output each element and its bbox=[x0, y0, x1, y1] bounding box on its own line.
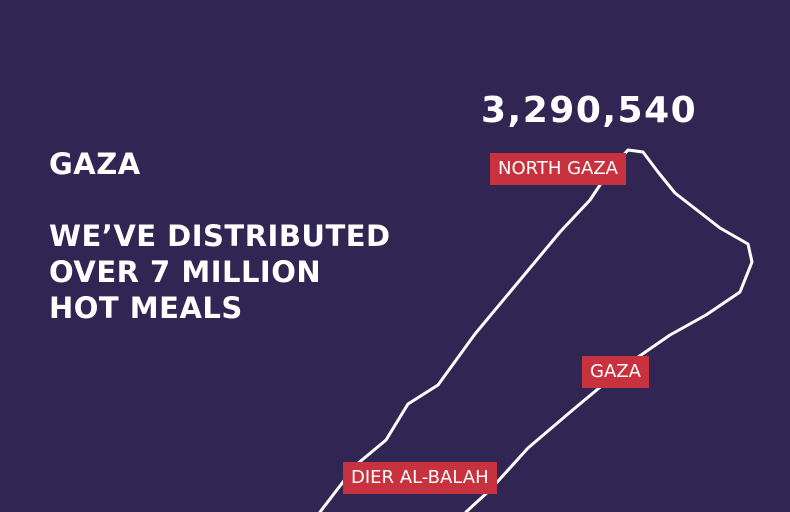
region-title: GAZA bbox=[49, 147, 141, 181]
meals-count: 3,290,540 bbox=[481, 90, 698, 131]
label-north-gaza: NORTH GAZA bbox=[490, 153, 626, 185]
label-gaza: GAZA bbox=[582, 356, 649, 388]
headline: GAZA WE’VE DISTRIBUTED OVER 7 MILLION HO… bbox=[49, 146, 391, 326]
headline-line: HOT MEALS bbox=[49, 291, 243, 325]
headline-line: WE’VE DISTRIBUTED bbox=[49, 219, 391, 253]
label-dier-al-balah: DIER AL-BALAH bbox=[343, 462, 497, 494]
headline-line: OVER 7 MILLION bbox=[49, 255, 322, 289]
